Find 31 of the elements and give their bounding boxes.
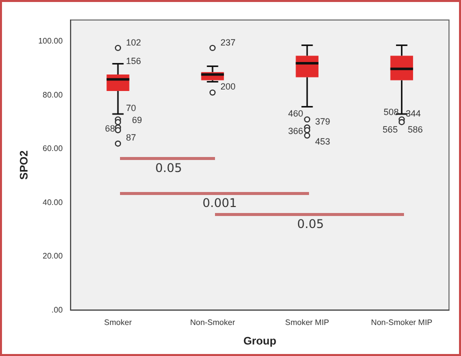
annotation: 87 [126, 132, 136, 143]
annotation: 508 [384, 107, 399, 118]
annotation: 200 [220, 82, 236, 92]
annotation: 156 [126, 56, 141, 66]
annotation: 460 [288, 108, 304, 119]
annotation: 453 [315, 136, 330, 147]
annotation: 366 [288, 126, 304, 136]
x-tick-label: Non-Smoker [190, 318, 236, 328]
x-axis-title: Group [243, 335, 277, 348]
annotation: 344 [406, 108, 421, 119]
annotation: 69 [132, 115, 142, 126]
y-tick-label: 40.00 [42, 198, 64, 207]
annotation: 0.05 [155, 161, 182, 176]
annotation: 68 [104, 123, 115, 134]
y-tick-label: 20.00 [42, 252, 64, 261]
annotation: 379 [315, 116, 330, 127]
annotation: 0.001 [202, 196, 237, 210]
x-tick-label: Smoker [104, 318, 132, 328]
y-tick-label: 60.00 [42, 144, 64, 154]
y-tick-label: .00 [52, 305, 64, 314]
y-tick-label: 80.00 [42, 90, 64, 100]
annotation: 102 [126, 37, 141, 48]
annotation: 70 [126, 103, 136, 114]
annotation: 0.05 [297, 217, 324, 232]
annotation: 565 [382, 124, 398, 135]
y-tick-label: 100.00 [38, 36, 64, 46]
y-axis-title: SPO2 [18, 150, 31, 180]
annotation: 237 [220, 37, 236, 48]
x-tick-label: Non-Smoker MIP [371, 318, 432, 328]
annotation: 586 [408, 124, 423, 135]
x-tick-label: Smoker MIP [285, 318, 330, 328]
